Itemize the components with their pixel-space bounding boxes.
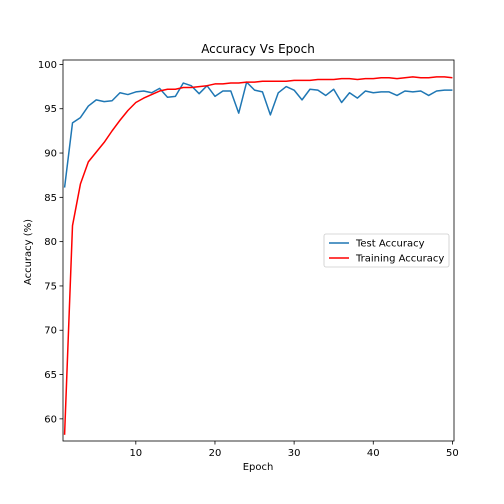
chart-title: Accuracy Vs Epoch: [201, 42, 315, 56]
y-tick-label: 90: [44, 149, 57, 160]
y-tick-label: 75: [44, 281, 57, 292]
legend: Test Accuracy Training Accuracy: [323, 233, 450, 268]
legend-label-1: Training Accuracy: [355, 254, 444, 265]
y-tick-label: 95: [44, 104, 57, 115]
y-tick-label: 85: [44, 193, 57, 204]
y-axis-label: Accuracy (%): [23, 219, 34, 285]
x-tick-label: 50: [446, 448, 459, 459]
y-axis-ticks: 60 65 70 75 80 85 90 95 100: [38, 60, 63, 425]
y-tick-label: 60: [44, 414, 57, 425]
legend-box: [323, 233, 450, 268]
x-tick-label: 40: [367, 448, 380, 459]
series-line-1: [63, 76, 453, 435]
x-tick-label: 20: [209, 448, 222, 459]
y-tick-label: 70: [44, 326, 57, 337]
x-tick-label: 10: [129, 448, 142, 459]
y-tick-label: 80: [44, 237, 57, 248]
y-tick-label: 65: [44, 370, 57, 381]
plot-frame: [62, 59, 455, 442]
legend-label-0: Test Accuracy: [355, 239, 425, 250]
x-axis-label: Epoch: [243, 462, 274, 473]
plot-area: [62, 59, 455, 442]
x-tick-label: 30: [288, 448, 301, 459]
x-axis-ticks: 10 20 30 40 50: [129, 441, 459, 459]
series-line-0: [63, 81, 453, 188]
y-tick-label: 100: [38, 60, 57, 71]
